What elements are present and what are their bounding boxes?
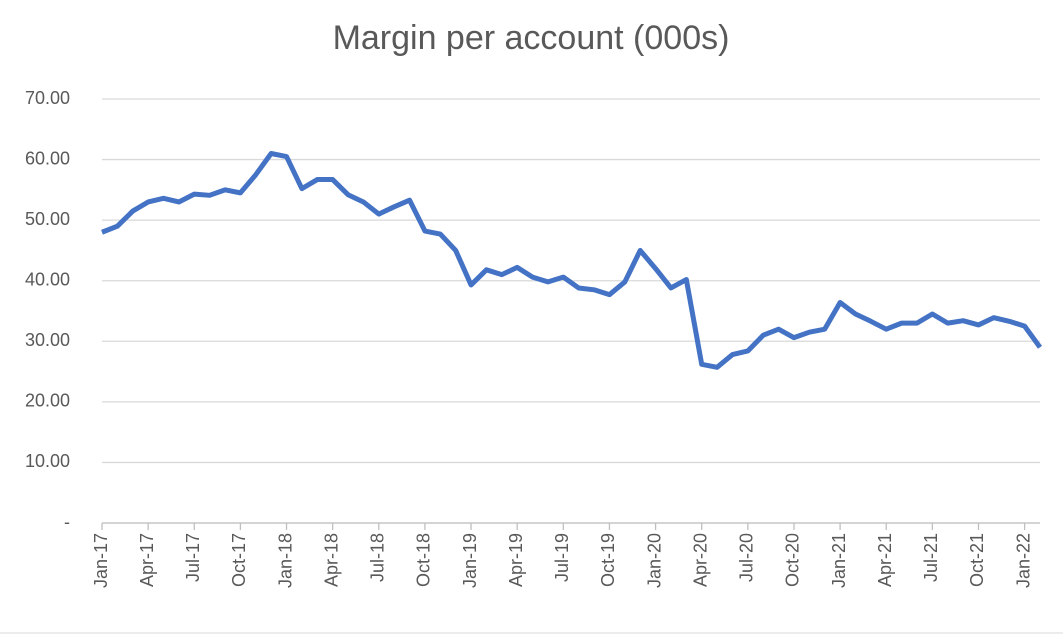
y-tick-label: 60.00 bbox=[25, 148, 70, 168]
x-tick-label: Jul-20 bbox=[737, 533, 757, 582]
x-tick-label: Oct-20 bbox=[783, 533, 803, 587]
x-tick-label: Jan-22 bbox=[1013, 533, 1033, 588]
x-tick-label: Jan-21 bbox=[829, 533, 849, 588]
y-tick-label: 70.00 bbox=[25, 88, 70, 108]
x-tick-label: Jan-19 bbox=[460, 533, 480, 588]
x-tick-label: Oct-21 bbox=[967, 533, 987, 587]
x-tick-label: Jan-18 bbox=[275, 533, 295, 588]
x-tick-label: Jul-17 bbox=[183, 533, 203, 582]
x-tick-label: Oct-17 bbox=[229, 533, 249, 587]
x-tick-label: Apr-17 bbox=[137, 533, 157, 587]
x-tick-label: Apr-19 bbox=[506, 533, 526, 587]
y-tick-label: 30.00 bbox=[25, 330, 70, 350]
chart-title: Margin per account (000s) bbox=[333, 19, 730, 57]
data-line bbox=[101, 151, 1043, 370]
y-tick-label: - bbox=[64, 512, 70, 532]
x-tick-label: Jan-17 bbox=[91, 533, 111, 588]
x-tick-label: Jul-18 bbox=[368, 533, 388, 582]
x-tick-label: Oct-18 bbox=[414, 533, 434, 587]
y-tick-label: 10.00 bbox=[25, 451, 70, 471]
x-tick-label: Jan-20 bbox=[644, 533, 664, 588]
x-tick-label: Oct-19 bbox=[598, 533, 618, 587]
y-tick-label: 50.00 bbox=[25, 209, 70, 229]
y-tick-label: 40.00 bbox=[25, 269, 70, 289]
x-tick-label: Apr-18 bbox=[321, 533, 341, 587]
x-tick-label: Jul-19 bbox=[552, 533, 572, 582]
y-tick-label: 20.00 bbox=[25, 391, 70, 411]
x-tick-label: Jul-21 bbox=[921, 533, 941, 582]
x-tick-label: Apr-21 bbox=[875, 533, 895, 587]
x-tick-label: Apr-20 bbox=[690, 533, 710, 587]
